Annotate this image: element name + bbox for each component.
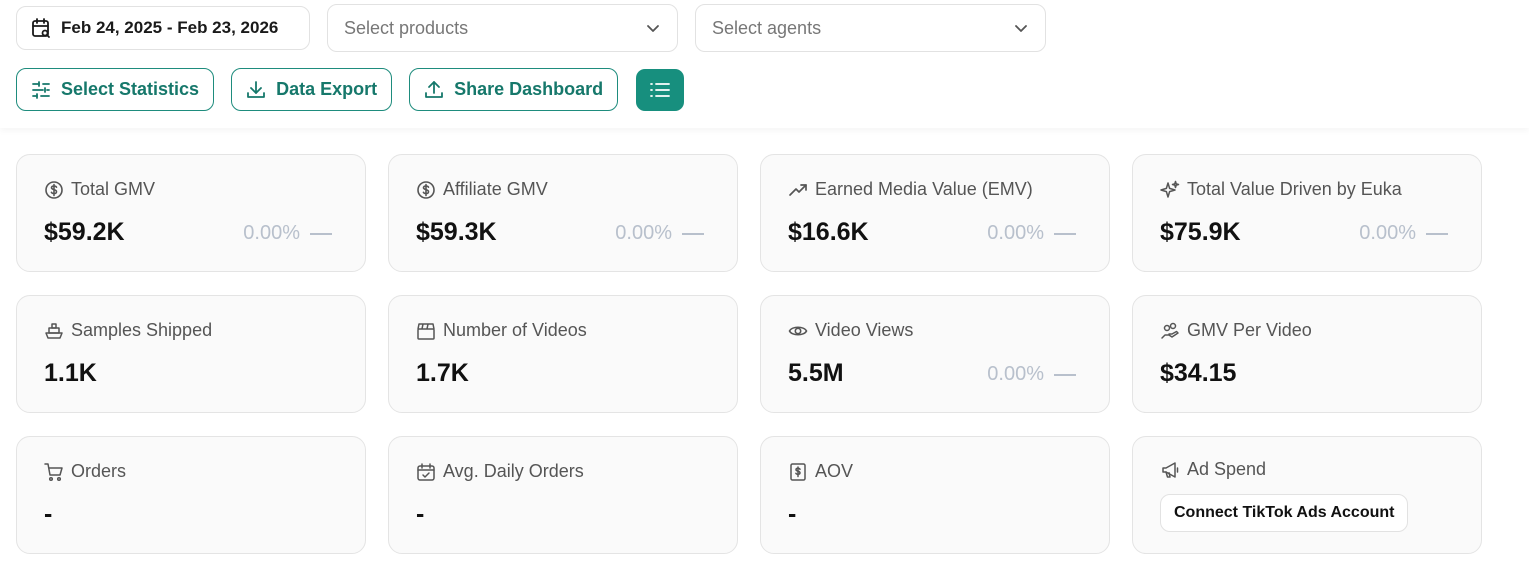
cart-icon [44,462,64,482]
share-dashboard-button[interactable]: Share Dashboard [409,68,619,111]
stat-card-title: AOV [815,461,854,481]
stat-card-affiliate-gmv: Affiliate GMV $59.3K 0.00% [388,154,738,272]
stat-card-title: Number of Videos [443,320,587,340]
stat-card-value: 5.5M [788,359,844,387]
stat-card-value: 1.1K [44,359,97,387]
select-statistics-label: Select Statistics [61,79,200,99]
calendar-check-icon [416,462,436,482]
upload-icon [424,80,444,100]
stat-card-title: Samples Shipped [71,320,213,340]
date-range-value: Feb 24, 2025 - Feb 23, 2026 [61,18,279,37]
stat-card-gmv-per-video: GMV Per Video $34.15 [1132,295,1482,413]
dash-icon [682,232,704,235]
agents-select-placeholder: Select agents [712,17,822,38]
dollar-circle-icon [416,180,436,200]
stat-card-title: Avg. Daily Orders [443,461,584,481]
clapperboard-icon [416,321,436,341]
products-select-placeholder: Select products [344,17,469,38]
stat-card-delta: 0.00% [1359,222,1448,245]
dashboard-header: Feb 24, 2025 - Feb 23, 2026 Select produ… [0,0,1529,128]
delta-percent: 0.00% [1359,222,1416,244]
dash-icon [310,232,332,235]
action-bar: Select Statistics Data Export Share Dash… [16,68,685,111]
trending-up-icon [788,180,808,200]
stat-card-title: GMV Per Video [1187,320,1312,340]
sliders-icon [31,80,51,100]
dollar-circle-icon [44,180,64,200]
stat-card-value: - [44,500,53,528]
megaphone-icon [1160,460,1180,480]
stat-card-title: Total Value Driven by Euka [1187,179,1402,199]
stat-card-value: $75.9K [1160,218,1241,246]
data-export-button[interactable]: Data Export [231,68,393,111]
stat-card-title: Earned Media Value (EMV) [815,179,1033,199]
stat-card-title: Orders [71,461,127,481]
stat-card-delta: 0.00% [615,222,704,245]
list-icon [649,81,671,99]
stat-card-value: - [788,500,797,528]
connect-tiktok-ads-label: Connect TikTok Ads Account [1174,504,1395,521]
dash-icon [1426,232,1448,235]
stat-card-ad-spend: Ad Spend Connect TikTok Ads Account [1132,436,1482,554]
receipt-dollar-icon [788,462,808,482]
stat-card-delta: 0.00% [243,222,332,245]
stat-card-delta: 0.00% [987,363,1076,386]
data-export-label: Data Export [276,79,378,99]
hand-coins-icon [1160,321,1180,341]
stat-card-emv: Earned Media Value (EMV) $16.6K 0.00% [760,154,1110,272]
connect-tiktok-ads-button[interactable]: Connect TikTok Ads Account [1160,494,1409,532]
date-range-picker[interactable]: Feb 24, 2025 - Feb 23, 2026 [16,6,310,50]
stat-card-value: - [416,500,425,528]
sparkles-icon [1160,180,1180,200]
stat-card-total-gmv: Total GMV $59.2K 0.00% [16,154,366,272]
agents-select[interactable]: Select agents [695,4,1046,52]
stat-card-title: Video Views [815,320,914,340]
stats-grid: Total GMV $59.2K 0.00% Affiliate GMV $59… [16,154,1482,554]
stat-card-avg-daily-orders: Avg. Daily Orders - [388,436,738,554]
stat-card-number-of-videos: Number of Videos 1.7K [388,295,738,413]
stat-card-total-value-driven: Total Value Driven by Euka $75.9K 0.00% [1132,154,1482,272]
dash-icon [1054,232,1076,235]
stat-card-title: Ad Spend [1187,459,1267,479]
ship-icon [44,321,64,341]
stat-card-aov: AOV - [760,436,1110,554]
stat-card-orders: Orders - [16,436,366,554]
stat-card-delta: 0.00% [987,222,1076,245]
stat-card-samples-shipped: Samples Shipped 1.1K [16,295,366,413]
dash-icon [1054,373,1076,376]
stat-card-value: $16.6K [788,218,869,246]
select-statistics-button[interactable]: Select Statistics [16,68,215,111]
delta-percent: 0.00% [987,363,1044,385]
products-select[interactable]: Select products [327,4,678,52]
share-dashboard-label: Share Dashboard [454,79,604,99]
stat-card-title: Total GMV [71,179,156,199]
chevron-down-icon [1013,20,1029,36]
calendar-search-icon [31,17,51,39]
eye-icon [788,321,808,341]
filter-bar: Feb 24, 2025 - Feb 23, 2026 Select produ… [16,4,1046,52]
stat-card-value: $34.15 [1160,359,1237,387]
stat-card-value: $59.3K [416,218,497,246]
download-icon [246,80,266,100]
delta-percent: 0.00% [987,222,1044,244]
delta-percent: 0.00% [243,222,300,244]
stat-card-value: 1.7K [416,359,469,387]
stat-card-value: $59.2K [44,218,125,246]
delta-percent: 0.00% [615,222,672,244]
stat-card-video-views: Video Views 5.5M 0.00% [760,295,1110,413]
list-view-button[interactable] [636,68,685,111]
chevron-down-icon [645,20,661,36]
stat-card-title: Affiliate GMV [443,179,548,199]
